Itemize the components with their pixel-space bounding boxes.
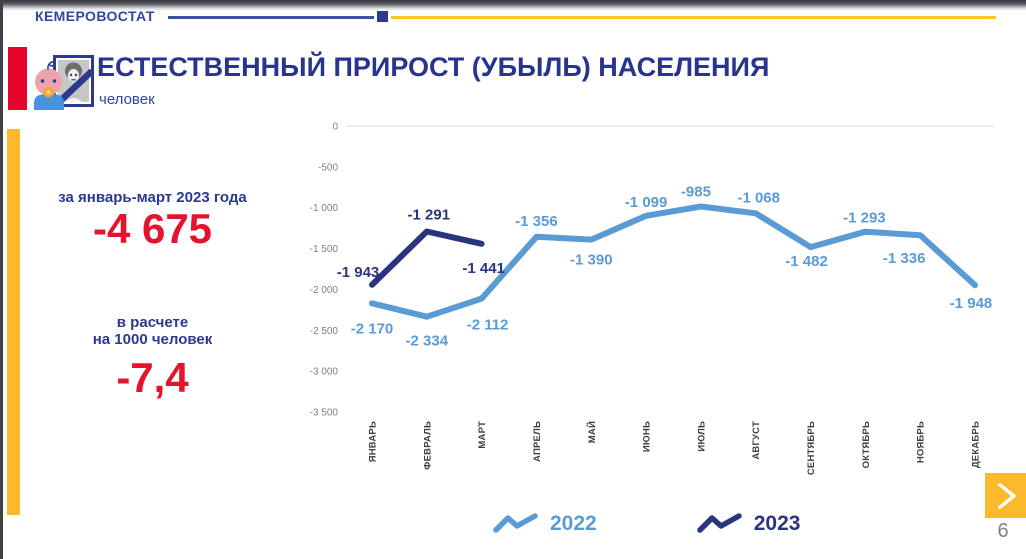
legend-label: 2023 <box>753 512 801 535</box>
x-axis-month-label: МАРТ <box>477 421 488 449</box>
data-label-2022: -1 336 <box>883 250 926 267</box>
data-label-2023: -1 291 <box>408 207 451 224</box>
rate-stat-label: в расчете на 1000 человек <box>40 314 265 348</box>
x-axis-month-label: АПРЕЛЬ <box>532 421 543 462</box>
data-label-2022: -1 482 <box>785 253 828 270</box>
x-axis-month-label: ЯНВАРЬ <box>368 421 379 462</box>
data-label-2022: -2 334 <box>406 333 449 350</box>
y-axis-tick-label: -2 000 <box>310 285 339 296</box>
legend-line-icon <box>696 513 742 533</box>
chart-canvas: 0 -500 -1 000 -1 500 -2 000 -2 500 -3 000 -3 50… <box>310 122 994 475</box>
y-axis-tick-label: -1 000 <box>310 203 339 214</box>
yellow-accent-bar <box>7 129 20 515</box>
data-label-2022: -1 068 <box>737 189 780 206</box>
x-axis-month-label: НОЯБРЬ <box>916 421 927 463</box>
period-stat-value: -4 675 <box>92 205 213 252</box>
period-stat-label: за январь-март 2023 года <box>58 189 247 206</box>
data-label-2022: -1 356 <box>515 213 558 230</box>
header-divider-yellow-line <box>391 16 996 19</box>
x-axis-month-label: ФЕВРАЛЬ <box>422 421 433 470</box>
x-axis-month-label: МАЙ <box>586 421 598 443</box>
rate-stat-label-line2: на 1000 человек <box>92 331 213 348</box>
legend-line-icon <box>493 513 538 533</box>
demography-icon <box>32 54 96 110</box>
data-label-2023: -1 441 <box>462 260 505 277</box>
data-label-2022: -1 948 <box>950 295 993 312</box>
y-axis-tick-label: -1 500 <box>310 244 339 255</box>
chart-legend: 2022 2023 <box>493 512 800 536</box>
x-axis-month-label: СЕНТЯБРЬ <box>806 421 817 475</box>
page-subtitle: человек <box>99 91 155 108</box>
next-page-button[interactable] <box>985 473 1026 518</box>
y-axis-tick-label: -2 500 <box>310 326 339 337</box>
x-axis-month-label: ОКТЯБРЬ <box>861 421 872 468</box>
population-change-chart: 0 -500 -1 000 -1 500 -2 000 -2 500 -3 000 -3 50… <box>300 115 1012 475</box>
red-accent-bar <box>8 47 27 110</box>
data-label-2023: -1 943 <box>337 264 380 281</box>
data-label-2022: -1 099 <box>625 194 668 211</box>
legend-label: 2022 <box>550 512 597 535</box>
y-axis-tick-label: 0 <box>332 122 338 133</box>
x-axis-month-label: ИЮНЬ <box>642 421 653 452</box>
data-label-2022: -2 170 <box>351 320 394 337</box>
page-title: ЕСТЕСТВЕННЫЙ ПРИРОСТ (УБЫЛЬ) НАСЕЛЕНИЯ <box>97 52 770 82</box>
data-label-2022: -1 293 <box>843 210 886 227</box>
brand-logo-text: КЕМЕРОВОСТАТ <box>35 8 155 24</box>
page-number: 6 <box>997 520 1009 542</box>
rate-stat-value: -7,4 <box>116 354 189 401</box>
window-top-shadow <box>0 0 1026 11</box>
y-axis-tick-label: -3 000 <box>310 367 339 378</box>
baby-and-photo-icon <box>34 55 95 110</box>
data-label-2022: -985 <box>681 183 711 200</box>
y-axis-tick-label: -500 <box>318 162 338 173</box>
x-axis-month-label: ДЕКАБРЬ <box>971 421 982 468</box>
rate-stat-label-line1: в расчете <box>116 314 189 331</box>
data-label-2022: -1 390 <box>570 252 613 269</box>
x-axis-month-label: АВГУСТ <box>751 421 762 460</box>
chart-line-2022 <box>369 203 978 320</box>
x-axis-month-label: ИЮЛЬ <box>696 421 707 452</box>
header-divider-blue-line <box>168 16 374 19</box>
chart-line-2023 <box>369 228 485 288</box>
header-divider-square <box>377 11 388 22</box>
legend-item-2023: 2023 <box>696 512 801 536</box>
window-left-border <box>0 0 3 559</box>
y-axis-tick-label: -3 500 <box>310 408 339 419</box>
legend-item-2022: 2022 <box>493 512 597 536</box>
data-label-2022: -2 112 <box>467 317 509 334</box>
chevron-right-icon <box>997 482 1016 509</box>
